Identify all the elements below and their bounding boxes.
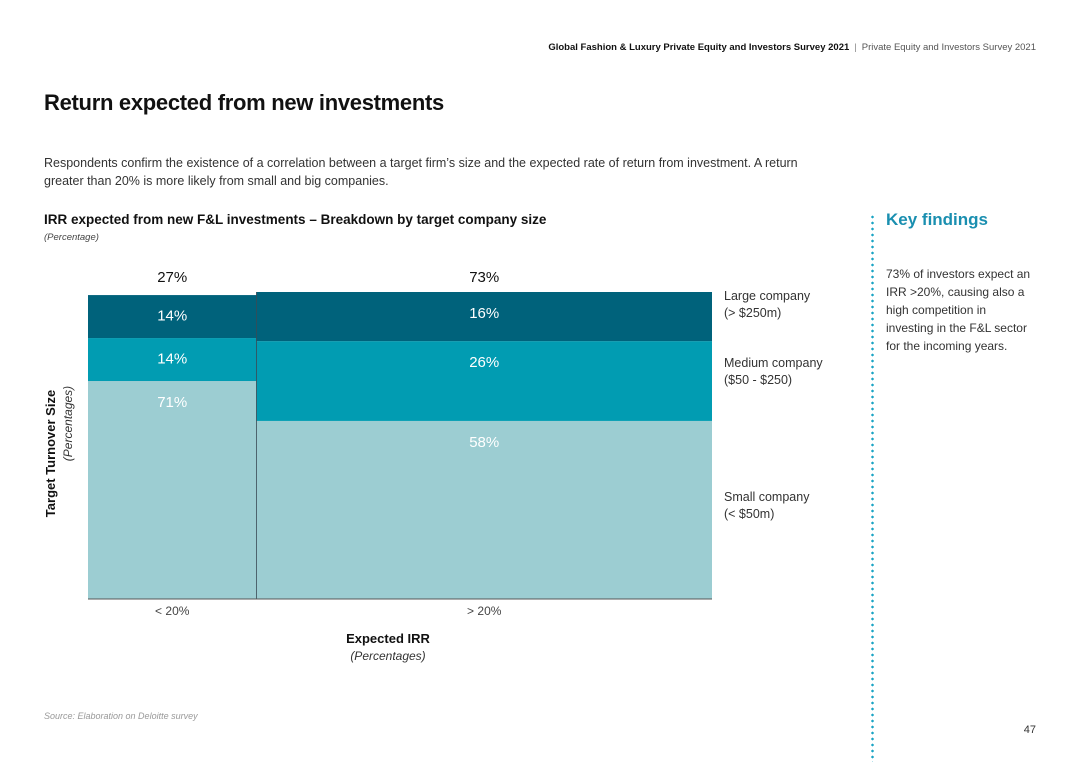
x-tick-label: < 20%: [155, 604, 190, 618]
data-label: 26%: [469, 354, 499, 371]
source-note: Source: Elaboration on Deloitte survey: [44, 711, 198, 721]
column-share-label: 27%: [157, 269, 187, 286]
chart-title: IRR expected from new F&L investments – …: [44, 212, 547, 227]
marimekko-chart: 71% 14% 14% 27% < 20% 58% 26% 16% 73% > 20% Small …: [43, 269, 823, 663]
data-label: 58%: [469, 434, 499, 451]
report-section: Private Equity and Investors Survey 2021: [861, 42, 1036, 53]
legend-label-detail: (> $250m): [724, 306, 781, 320]
x-axis-subtitle: (Percentages): [350, 649, 425, 663]
key-findings-divider: [871, 214, 874, 762]
report-title: Global Fashion & Luxury Private Equity a…: [548, 42, 850, 53]
key-findings-text: 73% of investors expect an IRR >20%, cau…: [886, 267, 1031, 353]
report-header: Global Fashion & Luxury Private Equity a…: [548, 42, 1036, 53]
intro-paragraph: Respondents confirm the existence of a c…: [44, 156, 798, 188]
y-axis-subtitle: (Percentages): [61, 386, 75, 461]
data-label: 16%: [469, 305, 499, 322]
legend-label-detail: (< $50m): [724, 507, 774, 521]
bar-segment: [88, 295, 257, 339]
bar-segment: [88, 338, 257, 382]
bar-segment: [256, 341, 712, 421]
chart-subtitle: (Percentage): [44, 232, 99, 243]
bar-segment: [88, 381, 257, 599]
data-label: 14%: [157, 351, 187, 368]
key-findings-title: Key findings: [886, 210, 989, 229]
legend-label: Large company: [724, 289, 811, 303]
legend-label-detail: ($50 - $250): [724, 373, 792, 387]
bar-segment: [256, 420, 712, 599]
data-label: 14%: [157, 308, 187, 325]
legend-label: Small company: [724, 490, 810, 504]
header-separator: |: [854, 42, 857, 53]
page-number: 47: [1023, 724, 1036, 736]
x-tick-label: > 20%: [467, 604, 502, 618]
data-label: 71%: [157, 394, 187, 411]
column-share-label: 73%: [469, 269, 499, 286]
y-axis-title: Target Turnover Size: [43, 390, 58, 517]
x-axis-title: Expected IRR: [346, 631, 430, 646]
bar-segment: [256, 292, 712, 342]
page-title: Return expected from new investments: [44, 90, 444, 115]
legend-label: Medium company: [724, 356, 823, 370]
